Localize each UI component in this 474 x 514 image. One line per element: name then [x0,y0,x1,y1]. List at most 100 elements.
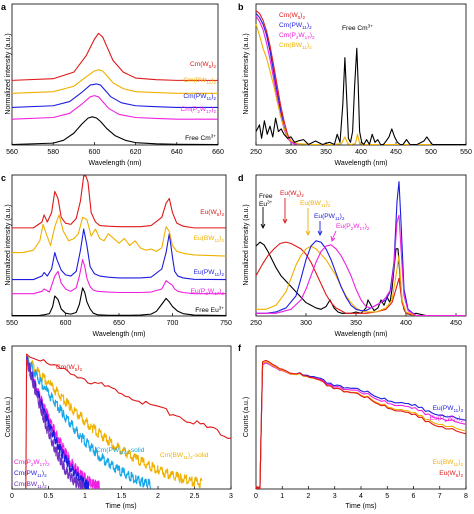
panel-e-curves [25,353,232,490]
series-b-cm-p2w17-2 [255,15,299,146]
label-cm-w5: Cm(W5)2 [190,61,216,69]
xtick-label-f: 0 [254,493,258,500]
series-e-cm-bw11-2-solid [26,355,203,489]
xtick-label-c: 600 [60,320,72,327]
xtick-label-e: 1 [83,493,87,500]
label-e-cm-p2w17: Cm(P2W17)2 [14,459,50,467]
panel-a-xlabel: Wavelength (nm) [88,160,141,167]
label-e-cm-bw11: Cm(BW11)2 [14,481,47,489]
label-f-eu-w5: Eu(W5)2 [439,470,463,478]
panel-e: e 0 0.5 1 1.5 2 2.5 3 Time (ms) Counts (a.u.) … [1,343,233,510]
label-e-cm-pw11-solid: Cm(PW11)2-solid [96,447,145,455]
series-e-cm-w5-2 [25,353,232,489]
xtick-label-f: 1 [280,493,284,500]
label-cm-bw11: Cm(BW11)2 [183,77,216,85]
panel-f: f 0 1 2 3 4 5 6 7 8 Time (ms) Counts (a.u.) Eu(P… [238,343,468,510]
legend-d-eu-w5: Eu(W5)2 [280,190,304,198]
xtick-label-a: 560 [6,149,18,156]
legend-b-cm-w5: Cm(W5)2 [279,12,305,20]
label-eu-p2w17: Eu(P2W17)2 [191,288,225,296]
xtick-label-c: 650 [113,320,125,327]
xtick-label-c: 750 [220,320,232,327]
xtick-label-f: 5 [385,493,389,500]
xtick-label-b: 350 [320,149,332,156]
panel-c: c 550 600 650 700 750 Wavelength (nm) Normal… [1,173,232,338]
series-e-cm-pw11-2-solid [26,355,152,489]
xtick-label-b: 250 [250,149,262,156]
series-b-free-cm3 [255,47,466,146]
label-e-cm-pw11: Cm(PW11)2 [14,470,47,478]
panel-d-curves [255,181,466,317]
series-c-eu-w5-2 [12,175,226,229]
label-free-eu: Free Eu3+ [195,306,224,315]
label-eu-w5: Eu(W5)2 [200,209,224,217]
label-e-cm-w5: Cm(W5)2 [56,364,82,372]
panel-d-arrows [260,198,337,242]
series-c-free-eu3 [12,287,227,317]
xtick-label-e: 2 [156,493,160,500]
panel-f-curves [255,359,467,490]
xtick-label-a: 600 [89,149,101,156]
panel-e-ylabel: Counts (a.u.) [5,397,12,437]
series-e-cm-pw11-2 [26,356,90,490]
xtick-label-a: 660 [212,149,224,156]
legend-b-cm-bw11: Cm(BW11)2 [279,42,312,50]
label-d-free: Free [259,193,273,200]
xtick-label-d: 350 [350,320,362,327]
series-a-cm-p2w17-2 [11,95,218,120]
xtick-label-e: 2.5 [190,493,200,500]
xtick-label-f: 2 [307,493,311,500]
panel-b-xlabel: Wavelength (nm) [334,160,387,167]
panel-f-ylabel: Counts (a.u.) [243,397,250,437]
panel-a-frame [11,3,219,146]
legend-d-eu-p2w17: Eu(P2W17)2 [336,223,370,231]
series-a-cm-bw11-2 [11,69,218,94]
panel-b-ylabel: Normalized intensity (a.u.) [243,33,250,114]
series-a-free-cm3 [11,116,219,146]
series-c-eu-p2w17-2 [12,259,226,295]
label-cm-pw11: Cm(PW11)2 [183,93,216,101]
label-eu-bw11: Eu(BW11)2 [194,235,225,243]
series-d-eu-w5-2 [255,241,466,317]
xtick-label-e: 1.5 [117,493,127,500]
label-f-eu-pw11: Eu(PW11)3 [433,405,464,413]
panel-b-letter: b [238,2,244,12]
series-d-eu-bw11-2 [256,245,466,317]
series-d-free-eu3 [255,241,466,317]
panel-a: a 560 580 600 620 640 660 Wavelength (nm) Nor… [1,2,224,167]
panel-c-letter: c [1,173,6,183]
xtick-label-e: 0 [10,493,14,500]
panel-f-letter: f [238,343,242,353]
panel-f-xlabel: Time (ms) [345,503,376,510]
xtick-label-f: 8 [464,493,468,500]
xtick-label-f: 4 [359,493,363,500]
series-f-eu-w5-2 [255,359,467,490]
xtick-label-d: 300 [300,320,312,327]
series-d-eu-pw11-2 [256,181,466,317]
series-a-cm-w5-2 [11,32,218,81]
panel-c-curves [12,175,227,317]
xtick-label-f: 7 [438,493,442,500]
label-f-eu-bw11: Eu(BW11)2 [433,459,464,467]
label-free-cm: Free Cm3+ [185,134,216,143]
panel-e-xlabel: Time (ms) [105,503,136,510]
panel-e-letter: e [1,343,6,353]
xtick-label-a: 620 [130,149,142,156]
panel-d-xlabel: Wavelength (nm) [334,331,387,338]
label-d-eu3: Eu3+ [259,200,273,209]
panel-d: d 250 300 350 400 450 Wavelength (nm) Normal… [238,173,467,338]
xtick-label-b: 400 [355,149,367,156]
label-f-eu-p2w17: Eu(P2W17)2 [430,415,464,423]
label-e-cm-bw11-solid: Cm(BW11)2-solid [160,452,209,460]
xtick-label-f: 6 [412,493,416,500]
panel-d-letter: d [238,173,244,183]
xtick-label-b: 550 [460,149,472,156]
panel-f-xticks: 0 1 2 3 4 5 6 7 8 [254,486,468,500]
xtick-label-b: 300 [285,149,297,156]
xtick-label-d: 450 [450,320,462,327]
label-b-free-cm: Free Cm3+ [342,24,373,33]
panel-c-ylabel: Normalized intensity (a.u.) [5,204,12,285]
series-b-cm-bw11-2 [255,23,466,146]
panel-c-xlabel: Wavelength (nm) [92,331,145,338]
legend-d-eu-pw11: Eu(PW11)2 [314,213,345,221]
